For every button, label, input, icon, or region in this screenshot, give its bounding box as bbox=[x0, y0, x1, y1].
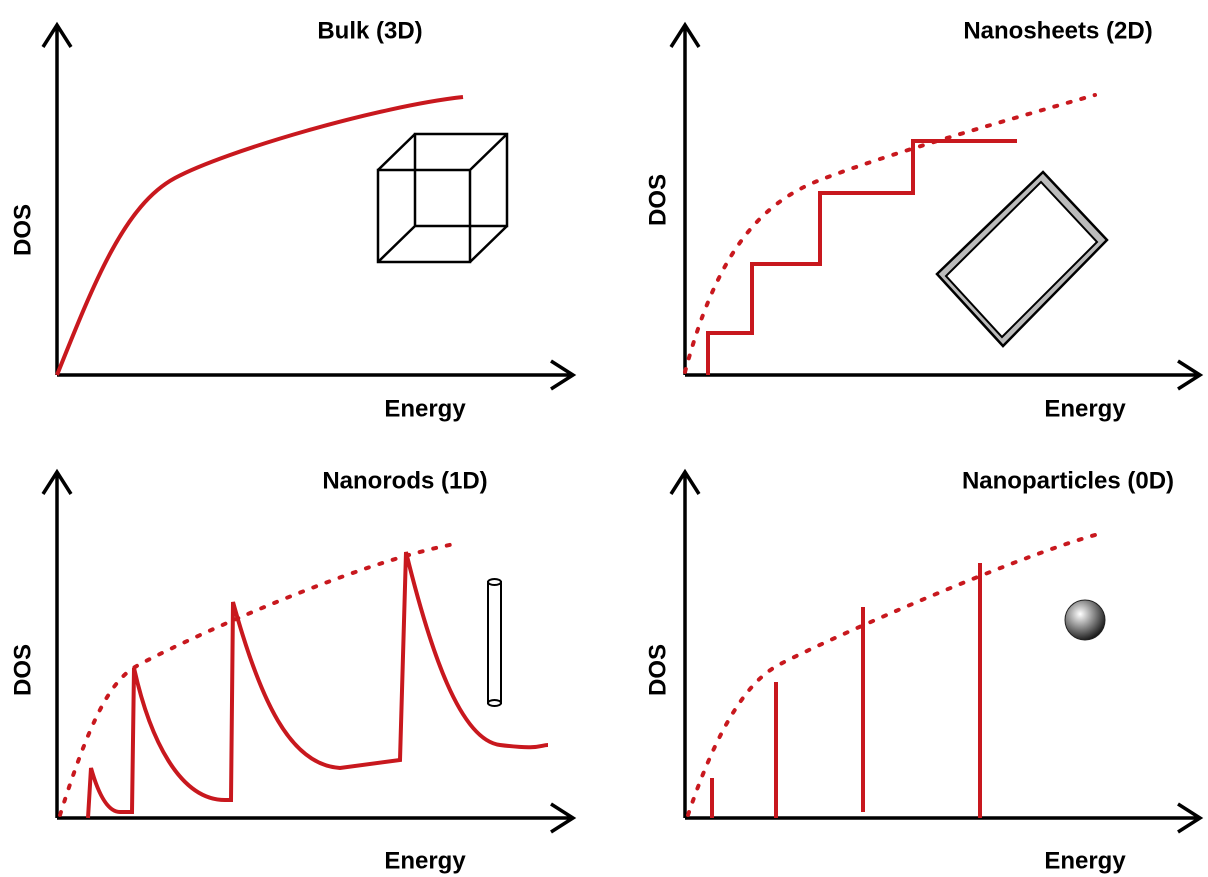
dos-curve bbox=[55, 95, 464, 376]
cube-icon bbox=[376, 132, 509, 264]
axes bbox=[41, 21, 577, 391]
panel-nanoparticles: Nanoparticles (0D) Energy DOS bbox=[644, 467, 1204, 874]
bulk-reference bbox=[683, 93, 1097, 374]
panel-title: Nanosheets (2D) bbox=[963, 17, 1152, 44]
y-axis-label: DOS bbox=[644, 644, 671, 696]
dos-curve bbox=[86, 551, 549, 819]
bulk-reference bbox=[686, 533, 1097, 817]
panel-title: Nanoparticles (0D) bbox=[962, 467, 1174, 494]
sheet-face bbox=[944, 180, 1099, 339]
x-axis-label: Energy bbox=[1044, 847, 1126, 874]
axes bbox=[669, 468, 1204, 834]
y-axis-label: DOS bbox=[9, 204, 36, 256]
panel-title: Bulk (3D) bbox=[317, 17, 422, 44]
panel-nanosheets: Nanosheets (2D) Energy DOS bbox=[644, 17, 1204, 422]
axes bbox=[669, 21, 1204, 391]
panel-nanorods: Nanorods (1D) Energy DOS bbox=[9, 467, 577, 874]
dos-lines bbox=[710, 563, 982, 818]
x-axis-label: Energy bbox=[1044, 395, 1126, 422]
particle-icon bbox=[1064, 599, 1106, 641]
y-axis-label: DOS bbox=[644, 174, 671, 226]
bulk-reference bbox=[58, 541, 462, 817]
x-axis-label: Energy bbox=[384, 847, 466, 874]
panel-bulk: Bulk (3D) Energy DOS bbox=[9, 17, 577, 422]
panel-title: Nanorods (1D) bbox=[322, 467, 487, 494]
y-axis-label: DOS bbox=[9, 644, 36, 696]
axes bbox=[41, 468, 577, 834]
x-axis-label: Energy bbox=[384, 395, 466, 422]
rod-icon bbox=[487, 578, 502, 707]
dos-steps bbox=[706, 139, 1017, 375]
